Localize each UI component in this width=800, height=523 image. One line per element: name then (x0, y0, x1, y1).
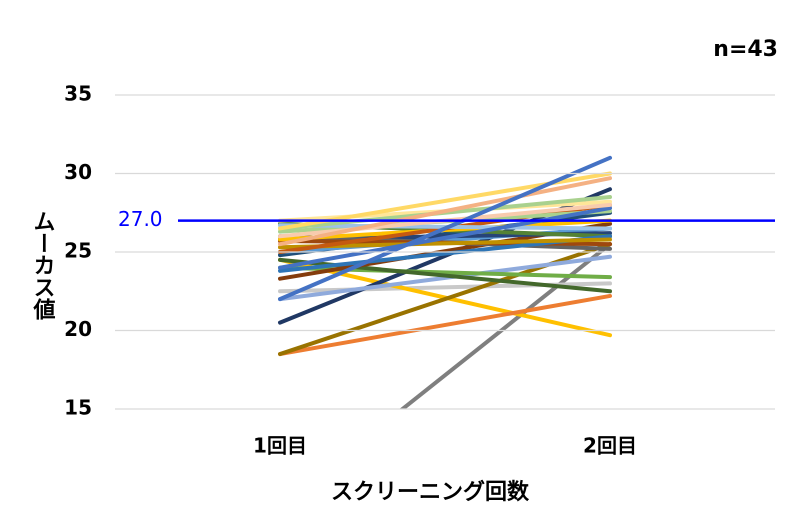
x-tick-label: 1回目 (253, 434, 307, 458)
series-line (278, 155, 612, 302)
series-line (278, 176, 612, 247)
reference-label: 27.0 (118, 207, 163, 231)
x-axis-label: スクリーニング回数 (331, 479, 530, 505)
y-tick-label: 20 (64, 317, 92, 341)
annotation: n=43 (713, 37, 778, 62)
y-axis-label: ムーカス値 (30, 210, 57, 320)
plot-lines (278, 155, 612, 409)
series-line (278, 293, 612, 357)
x-tick-label: 2回目 (583, 434, 637, 458)
series-line (278, 206, 612, 270)
series-line (278, 254, 612, 302)
y-tick-label: 15 (64, 396, 92, 420)
y-tick-label: 35 (64, 82, 92, 106)
y-tick-label: 30 (64, 160, 92, 184)
y-tick-label: 25 (64, 239, 92, 263)
